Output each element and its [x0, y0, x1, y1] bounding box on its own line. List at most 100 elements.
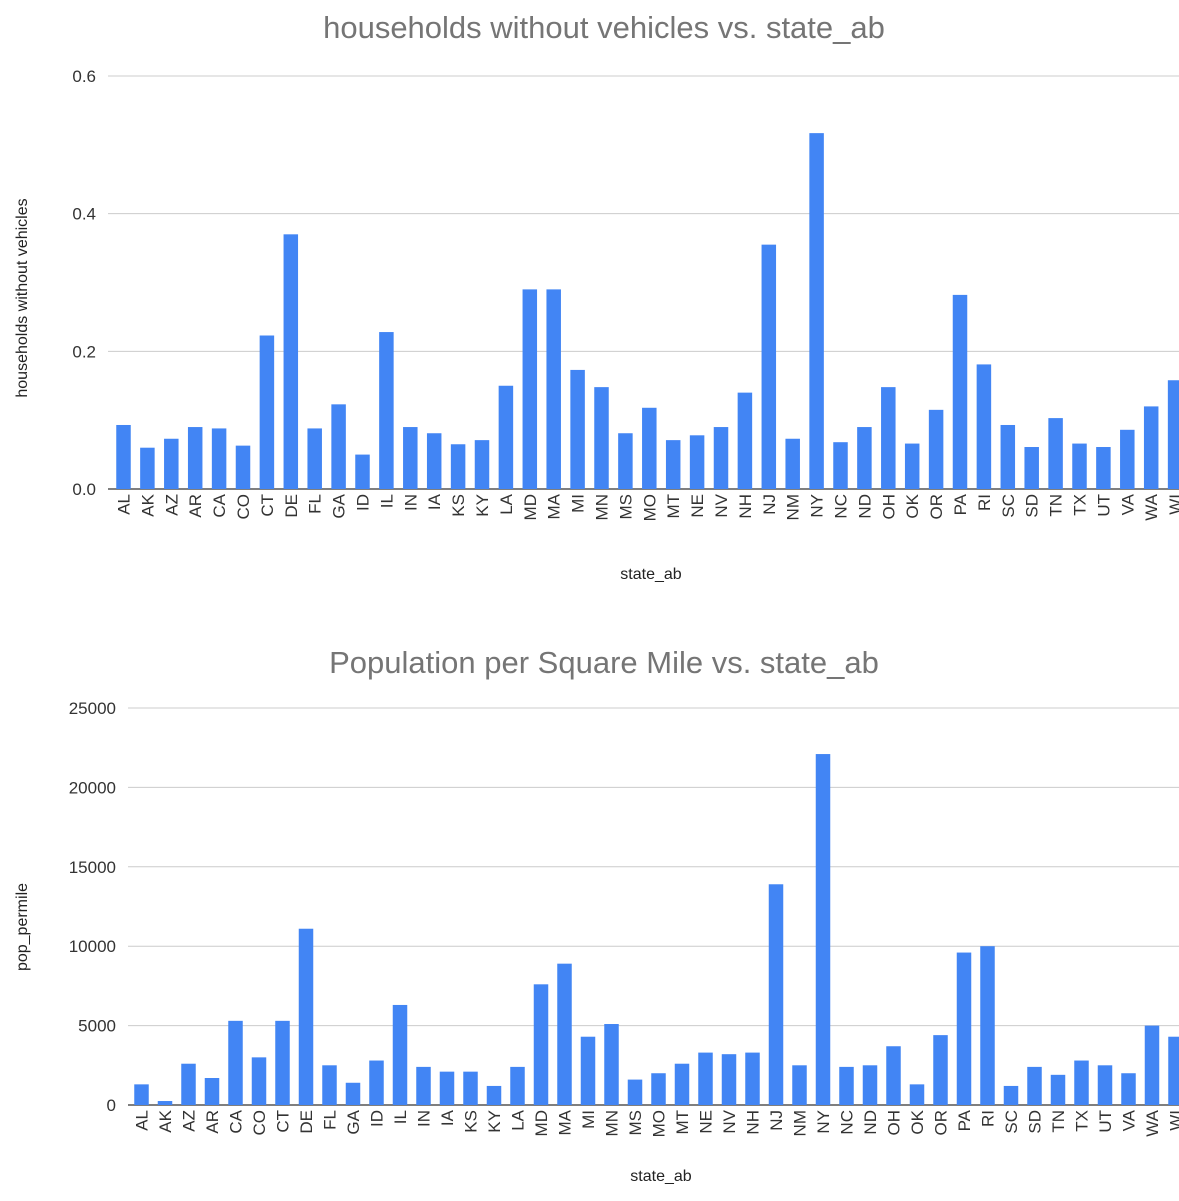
bar-nv	[722, 1054, 737, 1105]
x-tick-label: TX	[1073, 1110, 1092, 1132]
bar-ri	[980, 946, 995, 1105]
x-tick-label: WI	[1167, 1110, 1179, 1131]
bar-nh	[745, 1053, 760, 1105]
bar-id	[355, 455, 370, 489]
bar-oh	[886, 1046, 901, 1105]
x-tick-label: MS	[616, 494, 635, 520]
bar-mt	[666, 440, 681, 489]
bar-sd	[1024, 447, 1039, 489]
bar-ct	[275, 1021, 290, 1105]
x-tick-label: SD	[1026, 1110, 1045, 1134]
bar-va	[1120, 430, 1135, 489]
bar-wi	[1168, 1037, 1179, 1105]
x-tick-label: IA	[438, 1109, 457, 1126]
bar-ca	[212, 428, 227, 489]
x-tick-label: KY	[473, 494, 492, 517]
bar-il	[393, 1005, 408, 1105]
x-tick-label: MS	[626, 1110, 645, 1136]
bar-al	[116, 425, 131, 489]
bar-sc	[1001, 425, 1016, 489]
x-tick-label: NC	[838, 1110, 857, 1135]
bar-la	[499, 386, 514, 489]
bar-ga	[346, 1083, 361, 1105]
y-tick-label: 15000	[69, 858, 116, 877]
x-tick-label: VA	[1120, 1109, 1139, 1131]
x-tick-label: OR	[932, 1110, 951, 1136]
bar-fl	[322, 1065, 337, 1105]
x-tick-label: NY	[808, 494, 827, 518]
bar-va	[1121, 1073, 1136, 1105]
x-tick-label: CA	[227, 1109, 246, 1133]
x-tick-label: IL	[377, 494, 396, 508]
x-tick-label: ND	[861, 1110, 880, 1135]
bar-in	[403, 427, 418, 489]
bars	[134, 754, 1179, 1105]
x-tick-label: AK	[138, 493, 157, 516]
bar-sc	[1004, 1086, 1019, 1105]
bar-de	[284, 234, 299, 489]
bar-oh	[881, 387, 896, 489]
chart-title: Population per Square Mile vs. state_ab	[329, 645, 879, 680]
x-tick-label: NM	[791, 1110, 810, 1136]
bar-co	[252, 1057, 267, 1105]
x-tick-label: MI	[579, 1110, 598, 1129]
bar-mt	[675, 1064, 690, 1105]
x-tick-label: CO	[250, 1110, 269, 1136]
y-axis-label: pop_permile	[14, 883, 31, 971]
bar-ar	[205, 1078, 220, 1105]
bar-ak	[158, 1101, 173, 1105]
bar-ma	[546, 289, 561, 489]
x-tick-label: IA	[425, 493, 444, 510]
x-tick-label: FL	[306, 494, 325, 514]
bars	[116, 133, 1179, 489]
bar-wa	[1145, 1026, 1160, 1105]
y-tick-label: 0.4	[72, 205, 96, 224]
x-tick-label: WA	[1142, 493, 1161, 520]
x-tick-label: MD	[521, 494, 540, 520]
x-tick-label: IN	[415, 1110, 434, 1127]
bar-ak	[140, 448, 155, 489]
bar-md	[534, 984, 549, 1105]
bar-ks	[451, 444, 466, 489]
bar-ne	[690, 435, 705, 489]
x-tick-label: KS	[449, 494, 468, 517]
x-tick-label: OK	[908, 1109, 927, 1134]
bar-ia	[427, 433, 442, 489]
bar-il	[379, 332, 394, 489]
bar-ar	[188, 427, 203, 489]
x-tick-label: RI	[979, 1110, 998, 1127]
x-tick-label: NE	[688, 494, 707, 518]
bar-ri	[977, 364, 992, 489]
y-tick-label: 10000	[69, 937, 116, 956]
bar-or	[933, 1035, 948, 1105]
x-tick-label: AK	[156, 1109, 175, 1132]
y-tick-label: 5000	[78, 1017, 116, 1036]
bar-mo	[642, 408, 657, 489]
x-tick-label: KY	[485, 1110, 504, 1133]
bar-tn	[1051, 1075, 1066, 1105]
bar-tn	[1048, 418, 1063, 489]
bar-ky	[487, 1086, 502, 1105]
y-tick-label: 0.6	[72, 67, 96, 86]
x-tick-label: NV	[720, 1109, 739, 1133]
bar-ut	[1098, 1065, 1113, 1105]
x-tick-label: MT	[664, 494, 683, 519]
x-tick-label: OH	[885, 1110, 904, 1136]
bar-tx	[1072, 444, 1087, 489]
x-tick-label: AL	[133, 1110, 152, 1131]
x-tick-label: TN	[1049, 1110, 1068, 1133]
households-chart: households without vehicles vs. state_ab…	[0, 0, 1179, 600]
bar-ne	[698, 1053, 713, 1105]
bar-nm	[785, 439, 800, 489]
bar-mn	[594, 387, 609, 489]
bar-nd	[863, 1065, 878, 1105]
x-axis-label: state_ab	[630, 1168, 691, 1185]
x-tick-label: PA	[951, 493, 970, 515]
x-tick-label: RI	[975, 494, 994, 511]
x-tick-label: MA	[545, 493, 564, 519]
bar-az	[181, 1064, 196, 1105]
bar-in	[416, 1067, 431, 1105]
y-tick-label: 20000	[69, 778, 116, 797]
